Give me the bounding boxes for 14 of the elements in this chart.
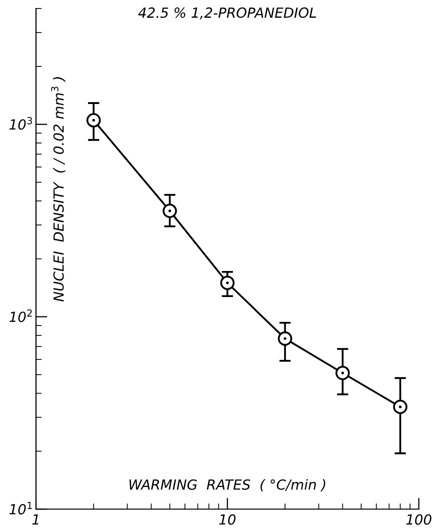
y-axis-title: NUCLEI DENSITY ( / 0.02 mm$^{3}$ ) (51, 77, 66, 302)
point (220, 276, 235, 290)
chart-title: 42.5 % 1,2-PROPANEDIOL (138, 7, 316, 20)
x-tick-label: 10 (219, 514, 236, 525)
y-tick-label: 10$^{1}$ (9, 502, 32, 515)
point (393, 400, 408, 414)
x-tick-label: 100 (406, 514, 432, 525)
y-tick-label: 10$^{2}$ (9, 309, 32, 322)
point (335, 366, 350, 380)
point (162, 204, 177, 218)
x-axis-title: WARMING RATES ( °C/min ) (130, 479, 326, 492)
x-tick-label: 1 (32, 514, 38, 525)
point (278, 331, 292, 346)
y-tick-label: 10$^{3}$ (9, 116, 32, 130)
